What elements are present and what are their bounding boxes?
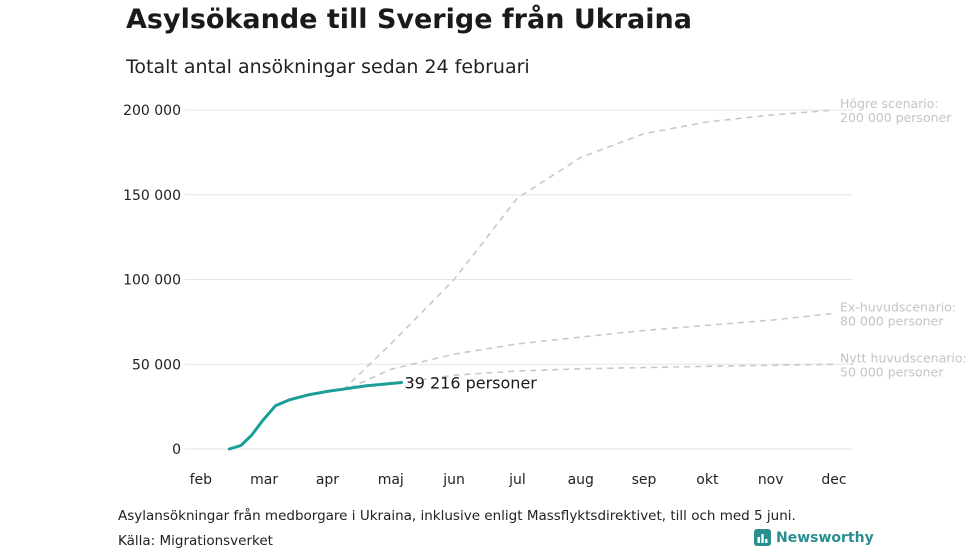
x-tick-label: jun <box>442 472 465 488</box>
x-axis-ticks: feb mar apr maj jun jul aug sep okt nov dec <box>190 472 847 488</box>
actual-line <box>227 381 403 451</box>
scenario-line <box>349 312 835 389</box>
x-tick-label: maj <box>378 472 404 488</box>
scenario-label: Ex-huvudscenario: <box>840 299 956 314</box>
chart-subtitle: Totalt antal ansökningar sedan 24 februa… <box>126 56 530 78</box>
y-tick-label: 100 000 <box>123 273 181 289</box>
bar-chart-icon <box>754 529 771 546</box>
scenario-label: 80 000 personer <box>840 313 944 328</box>
scenario-label: Nytt huvudscenario: <box>840 350 967 365</box>
scenario-label: 200 000 personer <box>840 110 952 125</box>
y-tick-label: 150 000 <box>123 188 181 204</box>
grid-lines <box>185 109 853 450</box>
scenario-label: 50 000 personer <box>840 364 944 379</box>
newsworthy-logo[interactable]: Newsworthy <box>754 529 874 546</box>
y-tick-label: 0 <box>172 442 181 458</box>
series-lines <box>227 109 835 451</box>
y-axis-ticks: 0 50 000 100 000 150 000 200 000 <box>123 103 181 458</box>
y-tick-label: 200 000 <box>123 103 181 119</box>
actual-end-label: 39 216 personer <box>405 374 538 393</box>
brand-name: Newsworthy <box>776 529 874 546</box>
scenario-label: Högre scenario: <box>840 96 939 111</box>
series-labels: Högre scenario:200 000 personer Ex-huvuds… <box>405 96 967 393</box>
chart-title: Asylsökande till Sverige från Ukraina <box>126 4 692 35</box>
x-tick-label: jul <box>508 472 526 488</box>
footnote: Asylansökningar från medborgare i Ukrain… <box>118 508 796 524</box>
x-tick-label: mar <box>250 472 278 488</box>
x-tick-label: sep <box>632 472 657 488</box>
x-tick-label: apr <box>316 472 339 488</box>
x-tick-label: nov <box>758 472 784 488</box>
x-tick-label: feb <box>190 472 213 488</box>
x-tick-label: aug <box>568 472 594 488</box>
x-tick-label: dec <box>821 472 846 488</box>
x-tick-label: okt <box>696 472 719 488</box>
source-note: Källa: Migrationsverket <box>118 533 273 549</box>
scenario-line <box>342 109 835 391</box>
scenario-line <box>409 363 835 382</box>
y-tick-label: 50 000 <box>132 357 181 373</box>
